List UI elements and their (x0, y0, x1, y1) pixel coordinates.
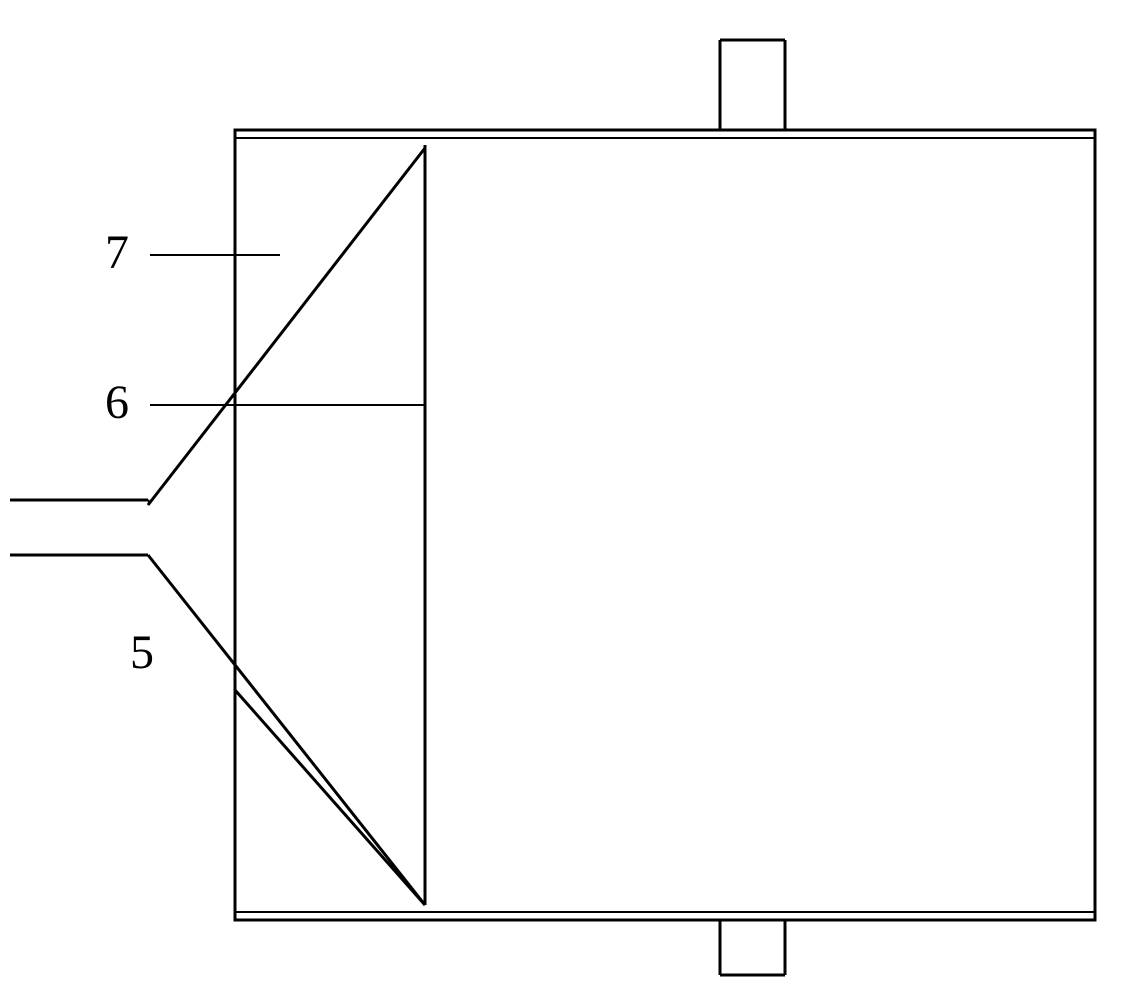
diagram-svg (0, 0, 1126, 980)
cone-upper-line (148, 148, 425, 505)
main-body-rect (235, 130, 1095, 920)
cone-lower-line (148, 555, 425, 905)
label-5: 5 (130, 625, 154, 680)
label-7: 7 (105, 225, 129, 280)
technical-diagram: 7 6 5 (0, 0, 1126, 980)
label-6: 6 (105, 375, 129, 430)
lower-triangle-line (235, 690, 425, 905)
inlet-curve-top (148, 500, 149, 505)
